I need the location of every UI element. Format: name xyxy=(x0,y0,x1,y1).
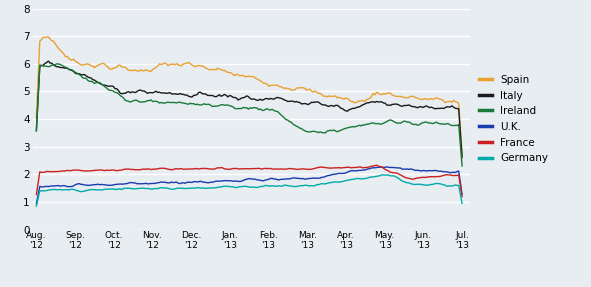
Legend: Spain, Italy, Ireland, U.K., France, Germany: Spain, Italy, Ireland, U.K., France, Ger… xyxy=(479,75,548,163)
